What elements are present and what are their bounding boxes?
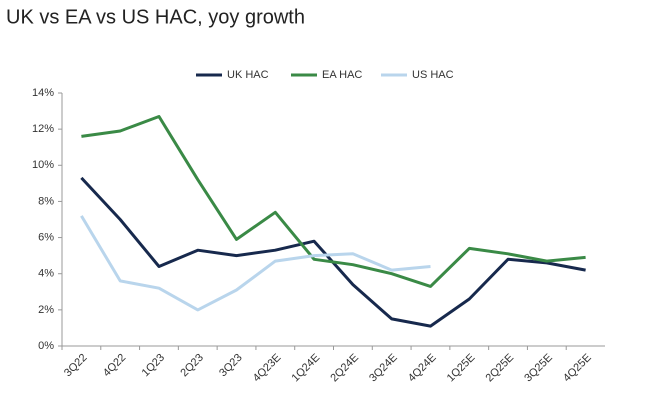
x-tick-label: 1Q24E — [290, 352, 323, 385]
x-tick-label: 3Q24E — [367, 352, 400, 385]
y-tick-label: 8% — [38, 195, 54, 207]
x-tick-label: 3Q25E — [522, 352, 555, 385]
x-tick-label: 4Q24E — [406, 352, 439, 385]
series-line — [81, 115, 586, 288]
legend-label: EA HAC — [322, 69, 362, 81]
chart-title: UK vs EA vs US HAC, yoy growth — [6, 6, 305, 28]
x-tick-label: 4Q25E — [561, 352, 594, 385]
x-tick-label: 2Q23 — [178, 352, 206, 380]
y-tick-label: 10% — [32, 159, 54, 171]
series-line — [80, 215, 431, 312]
x-tick-label: 1Q23 — [140, 352, 168, 380]
series-line — [80, 176, 586, 328]
legend-label: UK HAC — [227, 69, 269, 81]
x-tick-label: 3Q22 — [62, 352, 90, 380]
y-tick-label: 4% — [38, 268, 54, 280]
y-tick-label: 2% — [38, 304, 54, 316]
x-tick-label: 1Q25E — [445, 352, 478, 385]
x-tick-label: 2Q24E — [328, 352, 361, 385]
x-tick-label: 4Q23E — [251, 352, 284, 385]
y-tick-label: 12% — [32, 123, 54, 135]
y-tick-label: 0% — [38, 340, 54, 352]
y-tick-label: 6% — [38, 231, 54, 243]
x-tick-label: 2Q25E — [484, 352, 517, 385]
legend-label: US HAC — [412, 69, 454, 81]
y-tick-label: 14% — [32, 87, 54, 99]
x-tick-label: 4Q22 — [101, 352, 129, 380]
x-tick-label: 3Q23 — [217, 352, 245, 380]
